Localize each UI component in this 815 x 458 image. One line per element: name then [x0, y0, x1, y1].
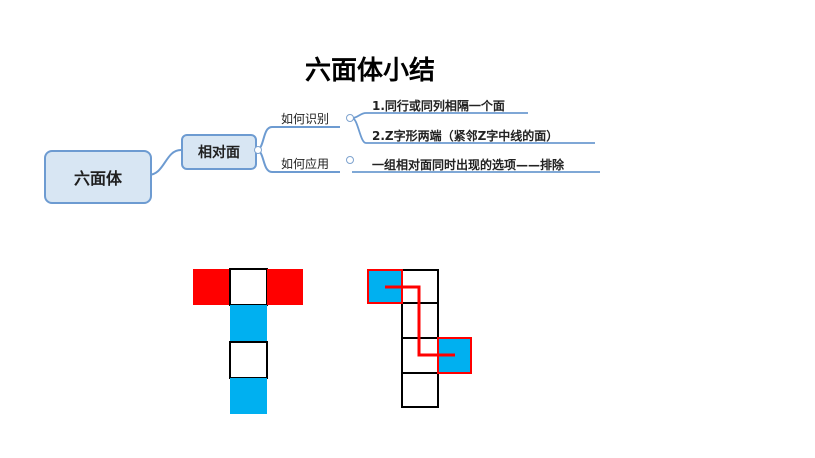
net-face-blue-lower: [230, 378, 267, 414]
leaf-label-2: 2.Z字形两端（紧邻Z字中线的面）: [372, 129, 559, 143]
net-face-red-right: [267, 269, 303, 305]
z-shape-line: [385, 285, 455, 357]
net-face-top-center: [229, 268, 268, 306]
leaf-label-1: 1.同行或同列相隔一个面: [372, 99, 505, 113]
leaf-label-3: 一组相对面同时出现的选项——排除: [372, 158, 565, 172]
connector-root-center: [147, 149, 182, 176]
z-net-figure: [367, 269, 472, 408]
mindmap-root-node: 六面体: [44, 150, 152, 204]
t-net-figure: [193, 268, 303, 414]
collapse-knob-branch1[interactable]: [346, 114, 354, 122]
mindmap-center-node: 相对面: [181, 134, 257, 170]
net-face-blue-upper: [230, 305, 267, 342]
z-face-4: [401, 372, 439, 408]
branch-label-identify: 如何识别: [281, 112, 330, 126]
connector-center-branch1: [255, 126, 340, 151]
net-face-middle: [229, 341, 268, 379]
collapse-knob-center[interactable]: [254, 146, 262, 154]
branch-label-apply: 如何应用: [281, 157, 330, 171]
collapse-knob-branch2[interactable]: [346, 156, 354, 164]
page-title: 六面体小结: [304, 56, 435, 86]
net-face-red-left: [193, 269, 230, 305]
